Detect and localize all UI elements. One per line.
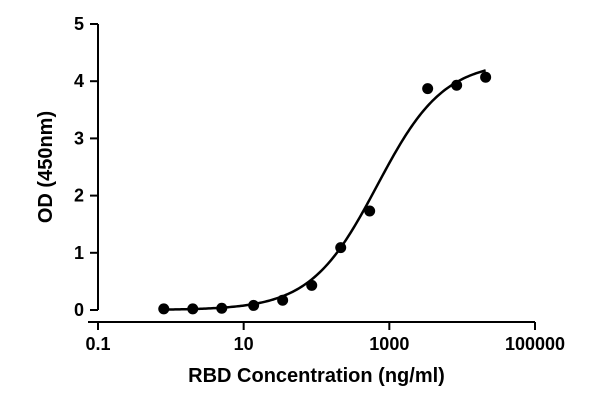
data-point xyxy=(187,303,199,315)
y-tick-label: 3 xyxy=(74,128,84,148)
data-point xyxy=(335,242,347,254)
x-tick-label: 10 xyxy=(234,334,254,354)
data-point xyxy=(216,302,228,314)
y-tick-label: 4 xyxy=(74,71,84,91)
data-points-layer xyxy=(158,71,492,315)
x-axis-title: RBD Concentration (ng/ml) xyxy=(188,365,445,387)
data-point xyxy=(158,303,170,315)
data-point xyxy=(364,205,376,217)
fit-curve-layer xyxy=(163,69,486,311)
data-point xyxy=(480,71,492,83)
y-tick-label: 0 xyxy=(74,300,84,320)
x-tick-label: 0.1 xyxy=(85,334,110,354)
y-tick-label: 5 xyxy=(74,14,84,34)
fit-curve xyxy=(163,69,486,311)
data-point xyxy=(248,299,260,311)
data-point xyxy=(451,79,463,91)
data-point xyxy=(277,294,289,306)
x-tick-label: 1000 xyxy=(369,334,409,354)
data-point xyxy=(422,83,434,95)
y-tick-label: 2 xyxy=(74,186,84,206)
x-tick-label: 100000 xyxy=(505,334,565,354)
y-axis-title: OD (450nm) xyxy=(35,111,57,223)
axes: 0 1 2 3 4 5 0.1 10 1000 100000 xyxy=(74,14,565,354)
data-point xyxy=(306,279,318,291)
y-tick-label: 1 xyxy=(74,243,84,263)
